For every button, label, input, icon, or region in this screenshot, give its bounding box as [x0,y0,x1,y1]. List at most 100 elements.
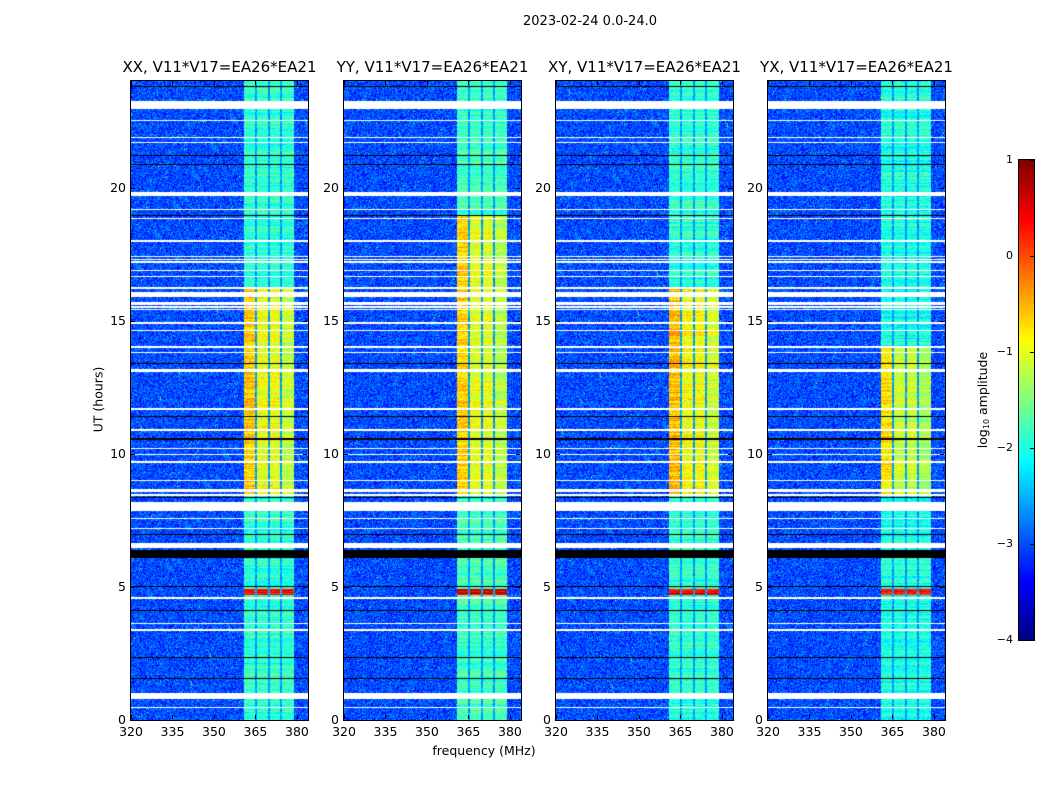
y-tick-mark [131,720,135,721]
y-tick-label: 20 [110,179,126,195]
y-tick-label: 20 [535,179,551,195]
y-tick-label: 10 [747,445,763,461]
x-tick-mark [638,715,640,719]
x-tick-label: 365 [668,724,693,739]
y-tick-mark [728,453,732,455]
x-tick-mark [721,715,723,719]
x-tick-mark [892,81,894,85]
x-tick-label: 365 [456,724,481,739]
x-tick-mark [850,715,852,719]
x-tick-mark [131,81,132,85]
x-tick-mark [809,81,811,85]
heatmap-3 [768,81,945,720]
x-tick-mark [850,81,852,85]
heatmap-1 [344,81,521,720]
x-tick-label: 335 [585,724,610,739]
panel-xx: XX, V11*V17=EA26*EA21 320 335 350 365 380 0 5 10… [110,58,316,739]
x-tick-mark [344,81,345,85]
panel-yx: YX, V11*V17=EA26*EA21 320 335 350 365 380 0 5 10… [747,58,953,739]
y-tick-label: 0 [755,712,763,727]
y-tick-mark [940,586,944,588]
panel-title: YX, V11*V17=EA26*EA21 [760,58,953,76]
x-tick-mark [468,715,470,719]
y-tick-label: 10 [323,445,339,461]
y-tick-label: 15 [535,312,551,328]
y-tick-mark [131,320,135,322]
x-tick-mark [597,715,599,719]
y-tick-mark [556,586,560,588]
y-tick-label: 0 [331,712,339,727]
y-axis-label: UT (hours) [90,366,106,433]
y-tick-mark [303,453,307,455]
x-tick-label: 365 [880,724,905,739]
colorbar-tick-mark [1030,448,1034,449]
x-tick-label: 320 [544,724,568,739]
y-tick-mark [728,720,732,721]
panel-title: XX, V11*V17=EA26*EA21 [122,58,317,76]
colorbar-tick-label: 0 [1006,249,1013,262]
x-tick-label: 380 [922,724,946,739]
x-tick-mark [385,81,387,85]
x-tick-label: 350 [627,724,651,739]
y-tick-mark [303,586,307,588]
y-tick-label: 0 [543,712,551,727]
x-tick-label: 350 [839,724,863,739]
y-tick-label: 15 [110,312,126,328]
x-tick-mark [255,81,257,85]
x-tick-mark [680,715,682,719]
x-tick-mark [296,715,298,719]
heatmap-0 [131,81,308,720]
y-tick-label: 5 [755,578,763,594]
x-tick-mark [468,81,470,85]
y-tick-mark [516,187,520,189]
x-tick-mark [385,715,387,719]
y-tick-label: 15 [323,312,339,328]
panel-xy: XY, V11*V17=EA26*EA21 320 335 350 365 380 0 5 10… [535,58,741,739]
x-tick-mark [296,81,298,85]
y-tick-mark [768,720,772,721]
y-tick-mark [768,453,772,455]
x-tick-label: 320 [756,724,780,739]
x-tick-label: 335 [373,724,398,739]
y-tick-mark [728,187,732,189]
colorbar-tick-mark [1030,544,1034,545]
y-tick-mark [344,586,348,588]
x-tick-mark [933,715,935,719]
y-tick-mark [516,720,520,721]
y-tick-mark [556,720,560,721]
heatmap-2 [556,81,733,720]
y-tick-mark [131,586,135,588]
x-tick-mark [680,81,682,85]
y-tick-mark [556,453,560,455]
y-tick-label: 20 [323,179,339,195]
y-tick-label: 10 [110,445,126,461]
x-tick-mark [213,81,215,85]
x-tick-label: 320 [119,724,143,739]
x-axis-label: frequency (MHz) [432,743,536,758]
figure-title: 2023-02-24 0.0-24.0 [523,14,657,29]
x-tick-mark [344,715,345,719]
x-tick-mark [809,715,811,719]
colorbar-label: log10 amplitude [975,325,991,475]
x-tick-label: 320 [332,724,356,739]
y-tick-mark [303,720,307,721]
y-tick-mark [303,320,307,322]
y-tick-mark [940,453,944,455]
colorbar-tick-label: −1 [996,345,1013,358]
colorbar-label-sub: 10 [982,418,991,430]
y-tick-label: 5 [118,578,126,594]
y-tick-mark [940,320,944,322]
colorbar-tick-label: −3 [996,537,1013,550]
colorbar-tick-mark [1030,352,1034,353]
x-tick-label: 335 [160,724,185,739]
x-tick-label: 335 [797,724,822,739]
colorbar-label-suffix: amplitude [975,351,990,419]
y-tick-label: 5 [543,578,551,594]
y-tick-mark [131,453,135,455]
x-tick-mark [556,81,557,85]
y-tick-mark [344,320,348,322]
y-tick-mark [303,187,307,189]
x-tick-mark [255,715,257,719]
y-tick-label: 15 [747,312,763,328]
colorbar-tick-label: −2 [996,441,1013,454]
